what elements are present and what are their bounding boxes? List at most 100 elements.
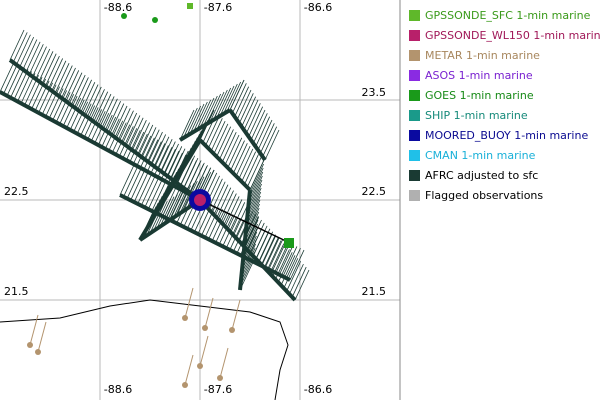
wind-barb (244, 154, 259, 185)
wind-barb (112, 105, 128, 137)
wind-barb (164, 143, 179, 175)
wind-barb (263, 237, 279, 268)
wind-barb (248, 175, 263, 207)
wind-barb (246, 157, 262, 188)
legend-swatch (409, 70, 420, 81)
wind-barb (166, 192, 182, 223)
metar-barb (37, 321, 47, 353)
wind-barb (207, 118, 223, 149)
wind-barb (230, 140, 245, 171)
legend-swatch (409, 110, 420, 121)
wind-barb (51, 60, 67, 92)
flight-track (178, 108, 232, 142)
wind-barb (189, 162, 205, 194)
wind-barb (236, 89, 252, 121)
wind-barb (157, 138, 173, 170)
wind-barb (208, 209, 223, 240)
wind-barb (206, 93, 222, 125)
wind-barb (191, 123, 207, 154)
latitude-label: 23.5 (362, 86, 387, 99)
goes-observation (121, 13, 127, 19)
wind-barb (133, 171, 149, 203)
wind-barb (243, 223, 258, 255)
wind-barb (22, 39, 38, 70)
legend-label: Flagged observations (425, 189, 543, 202)
wind-barb (150, 143, 166, 174)
wind-barb (145, 199, 161, 230)
wind-barb (122, 128, 138, 159)
wind-barb (6, 65, 22, 96)
latitude-label: 22.5 (362, 185, 387, 198)
wind-barb (140, 175, 156, 206)
wind-barb (178, 144, 194, 175)
wind-barb (283, 258, 299, 289)
wind-barb (243, 219, 259, 251)
wind-barb (35, 48, 51, 80)
wind-barb (247, 179, 263, 211)
wind-barb (201, 205, 216, 236)
wind-barb (249, 163, 264, 195)
wind-barb (149, 192, 165, 223)
wind-barb (90, 89, 105, 120)
wind-barb (225, 217, 241, 249)
legend-label: CMAN 1-min marine (425, 149, 536, 162)
wind-barb (69, 99, 85, 131)
wind-barb (59, 94, 75, 125)
wind-barb (244, 215, 259, 247)
goes-observation (152, 17, 158, 23)
wind-barb (168, 161, 184, 192)
wind-barb (242, 231, 258, 263)
wind-barb (52, 90, 67, 121)
wind-barb (67, 72, 83, 103)
wind-barb (3, 63, 18, 95)
wind-barb (224, 134, 240, 166)
wind-barb (160, 175, 176, 206)
wind-barb (119, 164, 135, 196)
wind-barb (212, 89, 228, 121)
wind-barb (55, 92, 71, 123)
metar-station (197, 363, 203, 369)
metar-barb (184, 287, 194, 319)
coordinate-labels: -88.6 -87.6 -86.6 -88.6 -87.6 -86.6 22.5 21.5 23… (4, 1, 386, 396)
legend-label: MOORED_BUOY 1-min marine (425, 129, 588, 142)
wind-barb (240, 255, 255, 287)
wind-barb (264, 129, 280, 161)
wind-barb (25, 41, 41, 73)
wind-barb (182, 107, 198, 139)
wind-barb (126, 168, 142, 199)
wind-barb (77, 79, 92, 110)
wind-barb (248, 171, 264, 203)
wind-barb (261, 234, 276, 265)
wind-barb (246, 191, 262, 223)
metar-station (182, 315, 188, 321)
wind-barb (151, 134, 167, 165)
wind-barb (176, 147, 192, 179)
wind-barb (0, 61, 15, 93)
wind-barb (286, 261, 301, 292)
wind-barb (76, 103, 92, 134)
wind-barb (211, 210, 227, 242)
metar-barb (199, 335, 209, 367)
metar-barb (29, 314, 39, 346)
wind-barb (132, 133, 148, 165)
wind-barb (9, 29, 25, 61)
wind-barb (172, 187, 188, 218)
wind-barb (229, 79, 245, 111)
wind-barb (233, 205, 248, 236)
wind-barb (186, 160, 202, 191)
wind-barb (164, 168, 180, 199)
legend-label: METAR 1-min marine (425, 49, 540, 62)
latitude-label: 21.5 (4, 285, 29, 298)
wind-barb (185, 133, 200, 165)
wind-barb (179, 109, 195, 141)
wind-barb (258, 231, 274, 262)
wind-barb (136, 135, 152, 167)
wind-barb (16, 34, 31, 65)
wind-barb (183, 157, 199, 189)
storm-motion-arrow (199, 199, 291, 244)
wind-barb (143, 139, 159, 170)
wind-barb (210, 120, 226, 152)
wind-barb (162, 171, 178, 203)
wind-barb (261, 235, 277, 267)
